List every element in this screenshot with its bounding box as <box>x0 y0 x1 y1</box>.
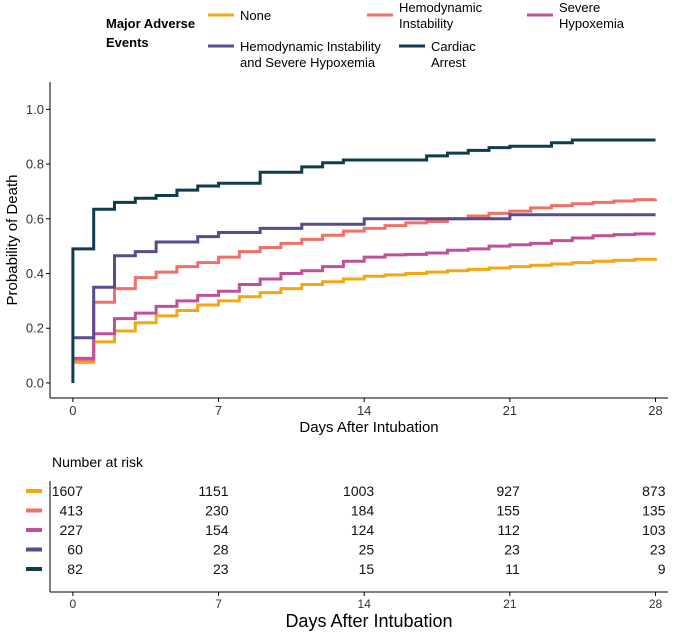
x-tick-label: 7 <box>215 403 222 418</box>
legend-label-arrest-2: Arrest <box>431 55 466 70</box>
y-tick-label: 0.6 <box>26 211 44 226</box>
series-line-both <box>72 213 656 340</box>
risk-table: Number at risk 0 7 14 21 28 1607 1151 1003 927 8… <box>26 454 668 631</box>
y-tick-label: 0.4 <box>26 266 44 281</box>
legend-label-both-2: and Severe Hypoxemia <box>240 55 376 70</box>
risk-table-rows: 1607 1151 1003 927 873 413 230 184 155 135 227 154 1… <box>26 483 666 577</box>
risk-value-none-14: 1003 <box>343 483 374 499</box>
risk-value-both-21: 23 <box>504 542 520 558</box>
risk-value-hypox-21: 112 <box>498 522 521 538</box>
risk-x-tick-label: 28 <box>649 597 663 611</box>
legend-label-hypox-2: Hypoxemia <box>559 16 625 31</box>
risk-value-both-14: 25 <box>359 542 375 558</box>
risk-value-hemo-7: 230 <box>205 503 229 519</box>
risk-x-tick-label: 21 <box>503 597 517 611</box>
legend-title-line1: Major Adverse <box>106 16 195 31</box>
risk-value-none-21: 927 <box>496 483 520 499</box>
risk-value-hemo-14: 184 <box>351 503 375 519</box>
legend-label-hypox-1: Severe <box>559 0 600 15</box>
y-tick-label: 1.0 <box>26 102 44 117</box>
risk-value-arrest-14: 15 <box>359 561 375 577</box>
legend-label-both-1: Hemodynamic Instability <box>240 39 381 54</box>
risk-value-none-0: 1607 <box>52 483 83 499</box>
legend: Major Adverse Events None Hemodynamic In… <box>106 0 625 70</box>
risk-value-none-7: 1151 <box>198 483 228 499</box>
risk-table-axes: 0 7 14 21 28 <box>49 481 668 611</box>
series-line-hemo <box>72 198 658 362</box>
legend-title-line2: Events <box>106 35 149 50</box>
risk-value-hemo-21: 155 <box>496 503 520 519</box>
risk-value-hemo-0: 413 <box>60 503 84 519</box>
risk-value-hypox-28: 103 <box>642 522 666 538</box>
risk-value-hypox-7: 154 <box>205 522 229 538</box>
x-tick-label: 14 <box>357 403 371 418</box>
risk-value-arrest-7: 23 <box>213 561 229 577</box>
legend-label-none: None <box>240 8 271 23</box>
km-plot: 0.0 0.2 0.4 0.6 0.8 1.0 0 7 14 21 28 Probability o… <box>4 82 668 436</box>
series-line-arrest <box>71 138 656 383</box>
risk-value-hypox-0: 227 <box>60 522 84 538</box>
plot-series <box>71 138 658 383</box>
x-tick-label: 0 <box>69 403 76 418</box>
x-tick-label: 28 <box>648 403 662 418</box>
risk-value-none-28: 873 <box>642 483 666 499</box>
risk-x-tick-label: 7 <box>215 597 222 611</box>
series-line-hypox <box>72 232 656 360</box>
y-tick-label: 0.8 <box>26 157 44 172</box>
legend-label-hemo-2: Instability <box>399 16 454 31</box>
y-axis-label: Probability of Death <box>4 175 21 306</box>
risk-value-arrest-21: 11 <box>505 561 520 577</box>
y-tick-label: 0.2 <box>26 321 44 336</box>
risk-value-both-0: 60 <box>67 542 83 558</box>
risk-value-arrest-28: 9 <box>658 561 666 577</box>
x-axis-label: Days After Intubation <box>299 419 438 436</box>
risk-value-both-28: 23 <box>650 542 666 558</box>
risk-x-tick-label: 0 <box>70 597 77 611</box>
risk-table-title: Number at risk <box>52 454 144 470</box>
plot-axes: 0.0 0.2 0.4 0.6 0.8 1.0 0 7 14 21 28 <box>26 82 668 418</box>
risk-value-hemo-28: 135 <box>642 503 666 519</box>
legend-label-arrest-1: Cardiac <box>431 39 476 54</box>
legend-label-hemo-1: Hemodynamic <box>399 0 483 15</box>
risk-value-arrest-0: 82 <box>67 561 83 577</box>
x-tick-label: 21 <box>503 403 517 418</box>
y-tick-label: 0.0 <box>26 375 44 390</box>
risk-value-hypox-14: 124 <box>351 522 375 538</box>
risk-x-tick-label: 14 <box>358 597 372 611</box>
risk-table-x-label: Days After Intubation <box>285 611 452 631</box>
risk-value-both-7: 28 <box>213 542 229 558</box>
series-line-none <box>72 257 658 364</box>
